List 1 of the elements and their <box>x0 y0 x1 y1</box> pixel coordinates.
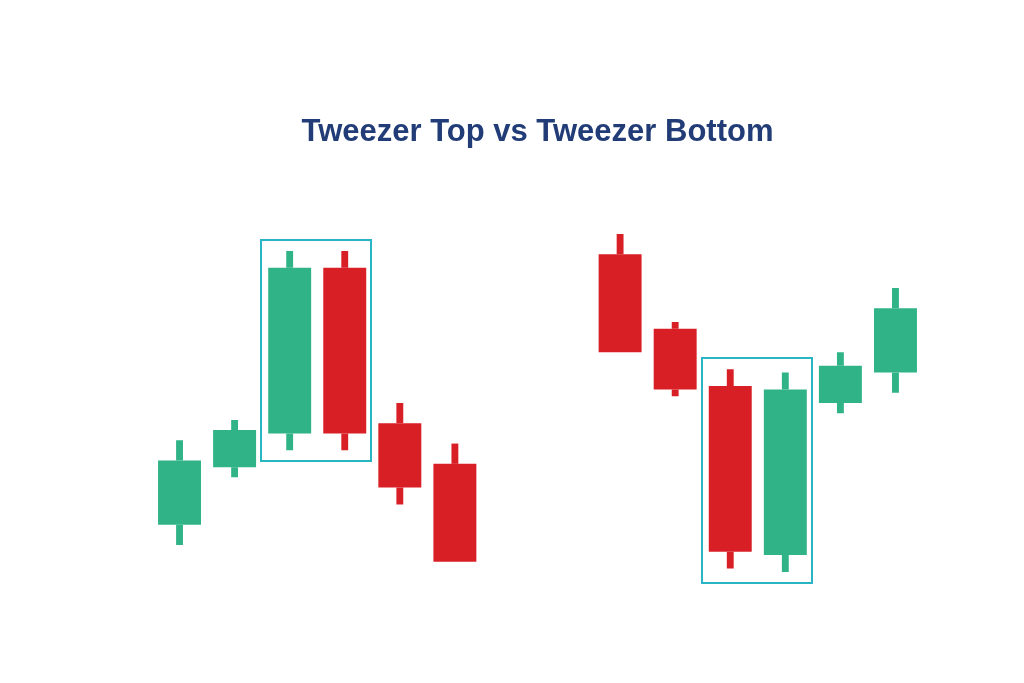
chart-title: Tweezer Top vs Tweezer Bottom <box>300 112 775 149</box>
